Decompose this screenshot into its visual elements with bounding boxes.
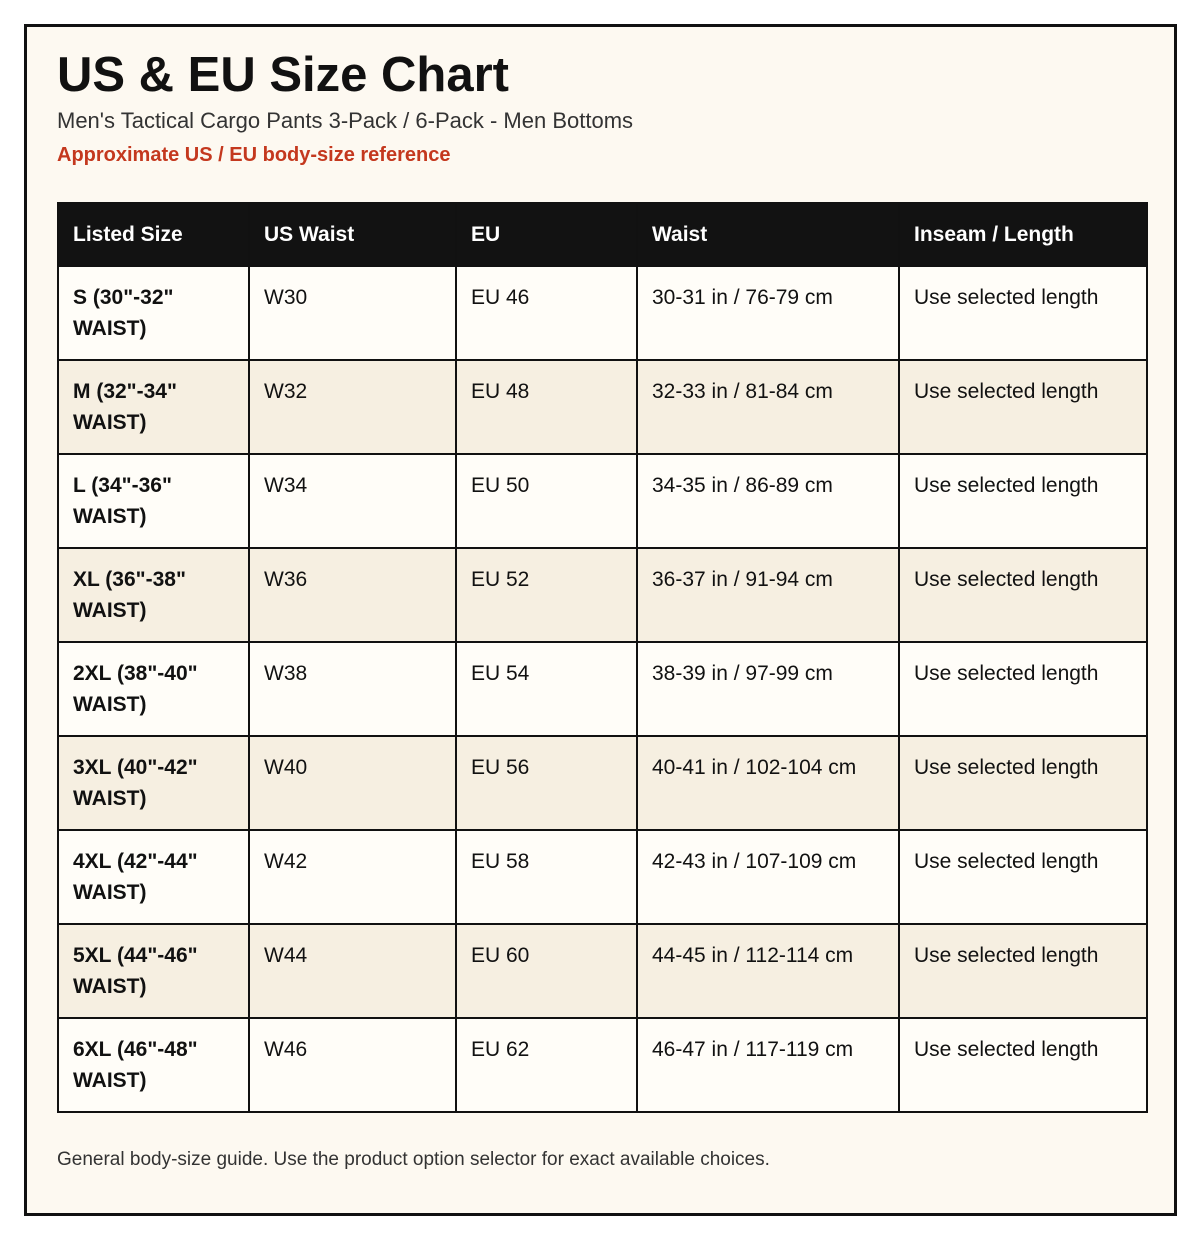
- footer-note: General body-size guide. Use the product…: [57, 1149, 770, 1170]
- us-waist-cell: W40: [248, 735, 457, 831]
- eu-size-cell: EU 60: [455, 923, 638, 1019]
- eu-size-cell: EU 56: [455, 735, 638, 831]
- eu-size-cell: EU 52: [455, 547, 638, 643]
- eu-size-cell: EU 48: [455, 359, 638, 455]
- reference-note: Approximate US / EU body-size reference: [57, 144, 451, 166]
- inseam-cell: Use selected length: [898, 453, 1148, 549]
- inseam-cell: Use selected length: [898, 359, 1148, 455]
- inseam-cell: Use selected length: [898, 547, 1148, 643]
- waist-measurement-cell: 42-43 in / 107-109 cm: [636, 829, 900, 925]
- waist-measurement-cell: 30-31 in / 76-79 cm: [636, 265, 900, 361]
- listed-size-cell: 2XL (38"-40" WAIST): [57, 641, 250, 737]
- inseam-cell: Use selected length: [898, 735, 1148, 831]
- eu-size-cell: EU 50: [455, 453, 638, 549]
- us-waist-cell: W42: [248, 829, 457, 925]
- table-row: 6XL (46"-48" WAIST) W46 EU 62 46-47 in /…: [57, 1017, 1148, 1113]
- eu-size-cell: EU 46: [455, 265, 638, 361]
- table-row: 4XL (42"-44" WAIST) W42 EU 58 42-43 in /…: [57, 829, 1148, 925]
- listed-size-cell: L (34"-36" WAIST): [57, 453, 250, 549]
- size-table: Listed Size US Waist EU Waist Inseam / L…: [57, 202, 1148, 1113]
- table-row: M (32"-34" WAIST) W32 EU 48 32-33 in / 8…: [57, 359, 1148, 455]
- us-waist-cell: W44: [248, 923, 457, 1019]
- us-waist-cell: W46: [248, 1017, 457, 1113]
- us-waist-cell: W32: [248, 359, 457, 455]
- page-title: US & EU Size Chart: [57, 48, 509, 102]
- column-header-listed-size: Listed Size: [57, 202, 250, 267]
- column-header-inseam-length: Inseam / Length: [898, 202, 1148, 267]
- table-header-row: Listed Size US Waist EU Waist Inseam / L…: [57, 202, 1148, 267]
- listed-size-cell: 3XL (40"-42" WAIST): [57, 735, 250, 831]
- eu-size-cell: EU 54: [455, 641, 638, 737]
- column-header-us-waist: US Waist: [248, 202, 457, 267]
- column-header-waist: Waist: [636, 202, 900, 267]
- eu-size-cell: EU 58: [455, 829, 638, 925]
- inseam-cell: Use selected length: [898, 641, 1148, 737]
- waist-measurement-cell: 34-35 in / 86-89 cm: [636, 453, 900, 549]
- listed-size-cell: S (30"-32" WAIST): [57, 265, 250, 361]
- size-chart-card: US & EU Size Chart Men's Tactical Cargo …: [24, 24, 1177, 1216]
- inseam-cell: Use selected length: [898, 923, 1148, 1019]
- listed-size-cell: XL (36"-38" WAIST): [57, 547, 250, 643]
- us-waist-cell: W34: [248, 453, 457, 549]
- waist-measurement-cell: 40-41 in / 102-104 cm: [636, 735, 900, 831]
- listed-size-cell: M (32"-34" WAIST): [57, 359, 250, 455]
- us-waist-cell: W36: [248, 547, 457, 643]
- listed-size-cell: 5XL (44"-46" WAIST): [57, 923, 250, 1019]
- us-waist-cell: W30: [248, 265, 457, 361]
- column-header-eu: EU: [455, 202, 638, 267]
- table-row: L (34"-36" WAIST) W34 EU 50 34-35 in / 8…: [57, 453, 1148, 549]
- product-subtitle: Men's Tactical Cargo Pants 3-Pack / 6-Pa…: [57, 108, 634, 133]
- waist-measurement-cell: 32-33 in / 81-84 cm: [636, 359, 900, 455]
- table-row: 5XL (44"-46" WAIST) W44 EU 60 44-45 in /…: [57, 923, 1148, 1019]
- waist-measurement-cell: 46-47 in / 117-119 cm: [636, 1017, 900, 1113]
- table-row: 3XL (40"-42" WAIST) W40 EU 56 40-41 in /…: [57, 735, 1148, 831]
- table-row: 2XL (38"-40" WAIST) W38 EU 54 38-39 in /…: [57, 641, 1148, 737]
- inseam-cell: Use selected length: [898, 829, 1148, 925]
- table-row: XL (36"-38" WAIST) W36 EU 52 36-37 in / …: [57, 547, 1148, 643]
- waist-measurement-cell: 38-39 in / 97-99 cm: [636, 641, 900, 737]
- waist-measurement-cell: 36-37 in / 91-94 cm: [636, 547, 900, 643]
- eu-size-cell: EU 62: [455, 1017, 638, 1113]
- table-row: S (30"-32" WAIST) W30 EU 46 30-31 in / 7…: [57, 265, 1148, 361]
- inseam-cell: Use selected length: [898, 265, 1148, 361]
- inseam-cell: Use selected length: [898, 1017, 1148, 1113]
- waist-measurement-cell: 44-45 in / 112-114 cm: [636, 923, 900, 1019]
- listed-size-cell: 4XL (42"-44" WAIST): [57, 829, 250, 925]
- us-waist-cell: W38: [248, 641, 457, 737]
- listed-size-cell: 6XL (46"-48" WAIST): [57, 1017, 250, 1113]
